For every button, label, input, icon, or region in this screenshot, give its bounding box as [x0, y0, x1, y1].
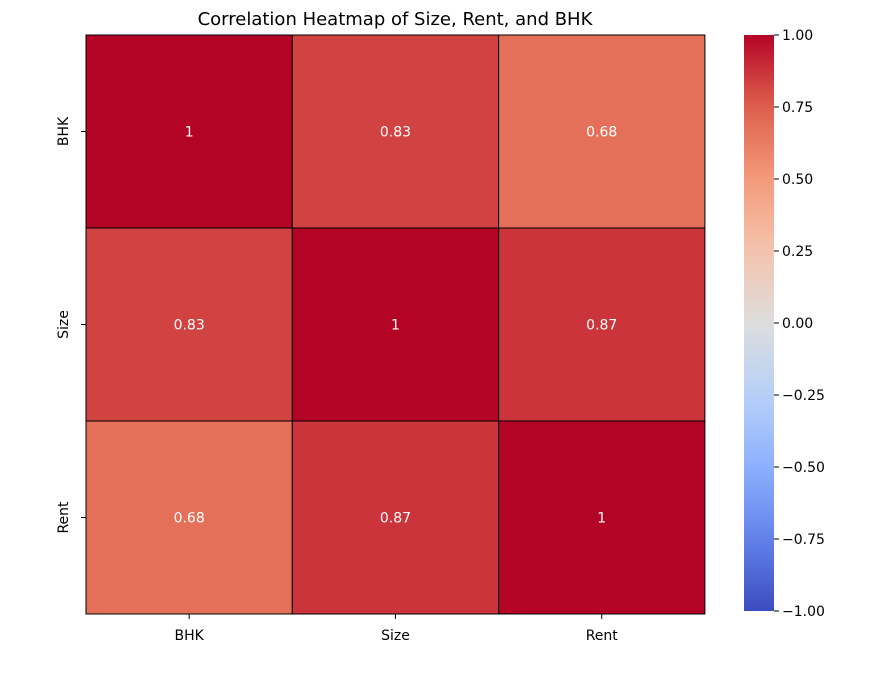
- heatmap-cell-0-0: [85, 34, 293, 229]
- heatmap-cell-2-1: [291, 420, 500, 615]
- heatmap-cells: [85, 34, 706, 615]
- cell-annotation-0-2: 0.68: [586, 125, 617, 141]
- cell-annotation-0-1: 0.83: [380, 125, 411, 141]
- x-tick-label-1: Size: [381, 628, 410, 644]
- cell-annotation-1-2: 0.87: [586, 318, 617, 334]
- colorbar-gradient: [744, 35, 774, 611]
- heatmap-cell-0-2: [498, 34, 706, 229]
- colorbar-tick-label-6: −0.50: [782, 460, 825, 476]
- cell-annotation-0-0: 1: [185, 125, 194, 141]
- colorbar-tick-label-7: −0.75: [782, 532, 825, 548]
- y-tick-label-0: BHK: [56, 116, 72, 146]
- heatmap-cell-1-1: [291, 227, 500, 422]
- x-tick-label-2: Rent: [586, 628, 619, 644]
- colorbar-tick-label-0: 1.00: [782, 28, 813, 44]
- heatmap-annotations: 1 0.83 0.68 0.83 1 0.87 0.68 0.87 1: [174, 125, 618, 527]
- heatmap-cell-0-1: [291, 34, 500, 229]
- chart-title: Correlation Heatmap of Size, Rent, and B…: [198, 9, 594, 30]
- colorbar-tick-label-1: 0.75: [782, 100, 813, 116]
- y-tick-label-2: Rent: [56, 501, 72, 534]
- cell-annotation-2-2: 1: [597, 511, 606, 527]
- y-tick-label-1: Size: [56, 310, 72, 339]
- colorbar-tick-label-2: 0.50: [782, 172, 813, 188]
- x-tick-label-0: BHK: [174, 628, 204, 644]
- heatmap-cell-1-2: [498, 227, 706, 422]
- colorbar-tick-label-3: 0.25: [782, 244, 813, 260]
- cell-annotation-1-1: 1: [391, 318, 400, 334]
- colorbar-tick-label-4: 0.00: [782, 316, 813, 332]
- x-axis: BHK Size Rent: [174, 614, 618, 644]
- colorbar: 1.00 0.75 0.50 0.25 0.00 −0.25 −0.50 −0.75 −1.00: [744, 28, 825, 620]
- y-axis: BHK Size Rent: [56, 116, 86, 534]
- colorbar-tick-label-5: −0.25: [782, 388, 825, 404]
- heatmap-cell-2-0: [85, 420, 293, 615]
- cell-annotation-2-0: 0.68: [174, 511, 205, 527]
- cell-annotation-2-1: 0.87: [380, 511, 411, 527]
- cell-annotation-1-0: 0.83: [174, 318, 205, 334]
- colorbar-tick-label-8: −1.00: [782, 604, 825, 620]
- heatmap-cell-1-0: [85, 227, 293, 422]
